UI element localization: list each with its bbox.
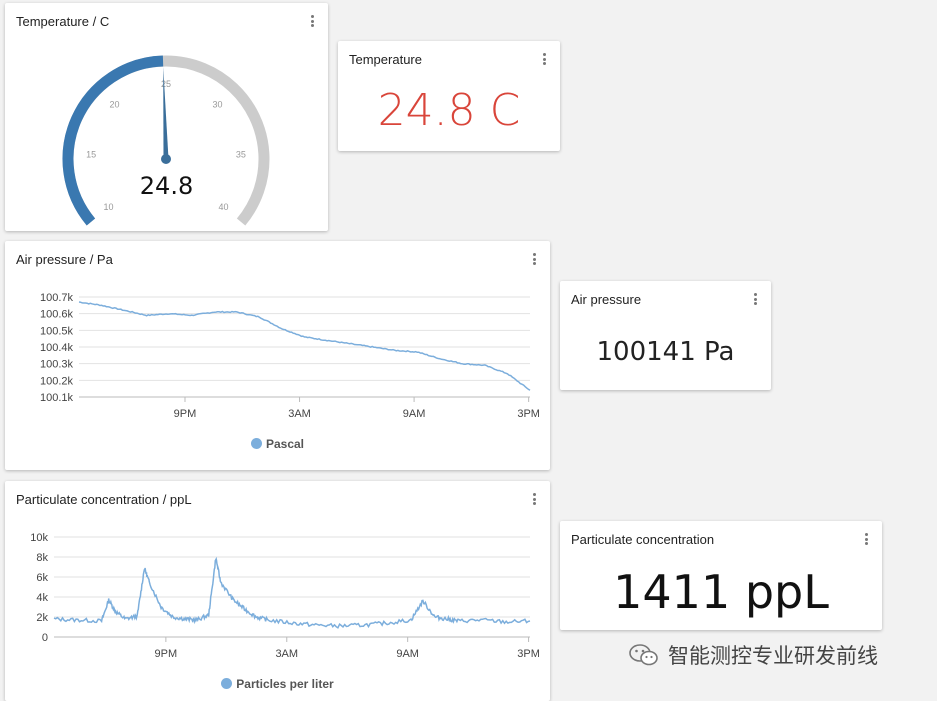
particulate-chart: 10k 8k 6k 4k 2k 0 9PM 3AM 9AM 3PM <box>30 532 540 660</box>
x-tick-label: 3PM <box>517 648 540 660</box>
watermark-text: 智能测控专业研发前线 <box>668 644 878 668</box>
legend-dot <box>221 678 233 689</box>
y-tick-label: 2k <box>36 612 48 624</box>
series-line <box>53 556 531 629</box>
gauge-tick-label: 40 <box>218 202 228 212</box>
x-tick-label: 3AM <box>288 408 311 420</box>
more-options-icon[interactable] <box>864 533 868 545</box>
card-title: Temperature / C <box>16 14 110 29</box>
y-tick-label: 100.7k <box>40 292 74 304</box>
wechat-icon <box>629 644 658 666</box>
y-tick-label: 4k <box>36 592 48 604</box>
legend-dot <box>250 438 262 449</box>
gauge-tick-label: 30 <box>212 99 222 109</box>
chart-legend[interactable]: Particles per liter <box>5 677 550 691</box>
y-tick-label: 100.4k <box>40 342 74 354</box>
gauge-tick-label: 25 <box>161 79 171 89</box>
temperature-value-card: Temperature 24.8 C <box>338 41 560 151</box>
temperature-gauge-card: Temperature / C 10 15 20 25 30 35 40 24.8 <box>5 3 328 231</box>
x-tick-label: 9AM <box>403 408 426 420</box>
y-tick-label: 100.1k <box>40 392 74 404</box>
series-line <box>78 301 531 391</box>
more-options-icon[interactable] <box>310 15 314 27</box>
card-title: Air pressure <box>571 292 642 307</box>
temperature-value: 24.8 C <box>377 85 521 136</box>
y-tick-label: 100.6k <box>40 309 74 321</box>
particulate-value: 1411 ppL <box>613 565 829 619</box>
x-tick-label: 9PM <box>174 408 197 420</box>
y-tick-label: 8k <box>36 552 48 564</box>
gauge-fill <box>62 55 164 226</box>
particulate-value-card: Particulate concentration 1411 ppL <box>560 521 882 630</box>
gauge-value: 24.8 <box>139 172 194 200</box>
x-tick-label: 3PM <box>517 408 540 420</box>
more-options-icon[interactable] <box>542 53 546 65</box>
air-pressure-value-card: Air pressure 100141 Pa <box>560 281 771 390</box>
gauge-tick-label: 15 <box>86 150 96 160</box>
more-options-icon[interactable] <box>532 253 536 265</box>
y-tick-label: 6k <box>36 572 48 584</box>
x-tick-label: 3AM <box>275 648 298 660</box>
gauge-needle <box>163 67 169 160</box>
air-pressure-value: 100141 Pa <box>596 337 735 367</box>
air-pressure-chart-card: Air pressure / Pa 100.7k 100.6k 100.5k 100.… <box>5 241 550 470</box>
y-tick-label: 10k <box>30 532 48 544</box>
y-tick-label: 100.2k <box>40 375 74 387</box>
gauge-tick-label: 35 <box>236 150 246 160</box>
particulate-chart-card: Particulate concentration / ppL 10k 8k 6k 4… <box>5 481 550 701</box>
y-tick-label: 100.5k <box>40 325 74 337</box>
more-options-icon[interactable] <box>532 493 536 505</box>
y-tick-label: 0 <box>42 632 48 644</box>
x-tick-label: 9PM <box>155 648 178 660</box>
card-title: Temperature <box>349 52 422 67</box>
card-title: Particulate concentration <box>571 532 715 547</box>
temperature-gauge: 10 15 20 25 30 35 40 <box>62 55 270 226</box>
card-title: Air pressure / Pa <box>16 252 113 267</box>
chart-legend[interactable]: Pascal <box>5 437 550 451</box>
gauge-needle-pivot <box>161 154 171 164</box>
watermark: 智能测控专业研发前线 <box>628 640 878 670</box>
legend-label: Particles per liter <box>236 677 334 691</box>
x-tick-label: 9AM <box>396 648 419 660</box>
gauge-tick-label: 10 <box>104 202 114 212</box>
y-tick-label: 100.3k <box>40 359 74 371</box>
legend-label: Pascal <box>265 437 305 451</box>
gauge-tick-label: 20 <box>110 99 120 109</box>
more-options-icon[interactable] <box>753 293 757 305</box>
card-title: Particulate concentration / ppL <box>16 492 192 507</box>
air-pressure-chart: 100.7k 100.6k 100.5k 100.4k 100.3k 100.2k 100.… <box>40 292 540 420</box>
